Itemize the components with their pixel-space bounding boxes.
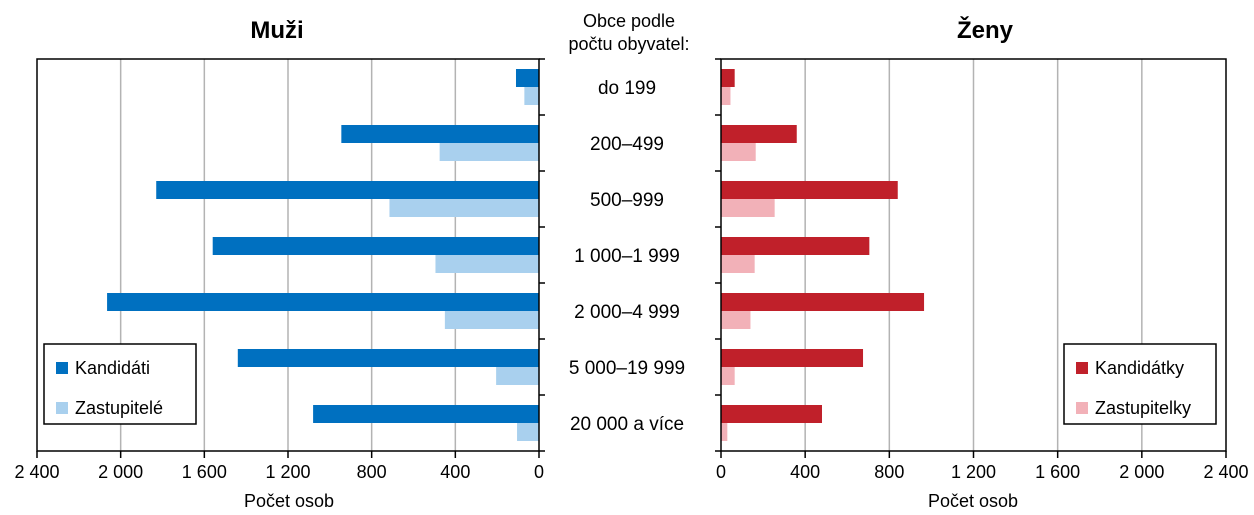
women-bar-kandidatky-20-000-a-vice — [721, 405, 822, 423]
men-legend-label-zastupitele: Zastupitelé — [75, 398, 163, 418]
women-bar-zastupitelky-1-000-1-999 — [721, 255, 755, 273]
men-bar-kandidati-20-000-a-vice — [313, 405, 539, 423]
women-x-tick-label: 0 — [716, 462, 726, 482]
women-bar-kandidatky-5-000-19-999 — [721, 349, 864, 367]
men-bar-zastupitele-do-199 — [524, 87, 539, 105]
men-x-tick-label: 0 — [534, 462, 544, 482]
men-bar-zastupitele-5-000-19-999 — [496, 367, 539, 385]
women-bar-kandidatky-500-999 — [721, 181, 898, 199]
women-bar-zastupitelky-do-199 — [721, 87, 731, 105]
women-chart-panel: Ženy 0 400 800 1 200 1 600 2 000 2 400 Počet oso… — [715, 16, 1249, 511]
men-legend: Kandidáti Zastupitelé — [43, 343, 197, 425]
category-label-200-499: 200–499 — [590, 134, 664, 155]
men-x-tick-label: 2 400 — [14, 462, 59, 482]
men-legend-swatch-zastupitele — [56, 402, 68, 414]
women-chart-title: Ženy — [957, 16, 1014, 44]
category-label-5-000-19-999: 5 000–19 999 — [569, 358, 685, 379]
men-legend-label-kandidati: Kandidáti — [75, 358, 150, 378]
category-axis-center: Obce podle počtu obyvatel: do 199 200–499… — [568, 11, 689, 435]
women-x-axis-label: Počet osob — [928, 491, 1018, 511]
category-label-20-000-a-vice: 20 000 a více — [570, 414, 684, 435]
women-x-tick-label: 2 000 — [1119, 462, 1164, 482]
women-x-tick-label: 400 — [790, 462, 820, 482]
men-chart-title: Muži — [250, 17, 303, 44]
men-legend-box — [43, 343, 197, 425]
men-x-tick-label: 1 600 — [182, 462, 227, 482]
women-x-tick-label: 1 200 — [951, 462, 996, 482]
category-label-500-999: 500–999 — [590, 190, 664, 211]
women-x-tick-label: 1 600 — [1035, 462, 1080, 482]
women-bar-zastupitelky-5-000-19-999 — [721, 367, 735, 385]
women-bar-zastupitelky-20-000-a-vice — [721, 423, 728, 441]
men-x-tick-label: 1 200 — [265, 462, 310, 482]
men-x-tick-label: 2 000 — [98, 462, 143, 482]
women-bar-zastupitelky-500-999 — [721, 199, 775, 217]
men-bar-zastupitele-200-499 — [439, 143, 539, 161]
category-label-2-000-4-999: 2 000–4 999 — [574, 302, 680, 323]
men-chart-panel: Muži 0 400 800 1 200 1 600 2 000 2 400 Počet oso… — [14, 17, 545, 511]
women-x-tick-label: 2 400 — [1203, 462, 1248, 482]
men-bar-zastupitele-1-000-1-999 — [435, 255, 539, 273]
men-bar-kandidati-2-000-4-999 — [107, 293, 539, 311]
center-header-line2: počtu obyvatel: — [568, 34, 689, 54]
women-bar-zastupitelky-200-499 — [721, 143, 756, 161]
men-x-tick-label: 800 — [357, 462, 387, 482]
men-bar-kandidati-1-000-1-999 — [212, 237, 539, 255]
women-legend: Kandidátky Zastupitelky — [1063, 343, 1217, 425]
women-bar-kandidatky-2-000-4-999 — [721, 293, 925, 311]
women-x-tick-label: 800 — [874, 462, 904, 482]
women-legend-label-kandidatky: Kandidátky — [1095, 358, 1184, 378]
men-x-axis-label: Počet osob — [244, 491, 334, 511]
women-legend-box — [1063, 343, 1217, 425]
women-legend-swatch-zastupitelky — [1076, 402, 1088, 414]
men-bar-zastupitele-2-000-4-999 — [444, 311, 539, 329]
category-label-1-000-1-999: 1 000–1 999 — [574, 246, 680, 267]
women-bar-kandidatky-do-199 — [721, 69, 735, 87]
men-bar-zastupitele-20-000-a-vice — [517, 423, 539, 441]
men-bar-zastupitele-500-999 — [389, 199, 539, 217]
women-bar-kandidatky-200-499 — [721, 125, 797, 143]
women-bar-zastupitelky-2-000-4-999 — [721, 311, 751, 329]
men-legend-swatch-kandidati — [56, 362, 68, 374]
women-bar-kandidatky-1-000-1-999 — [721, 237, 870, 255]
women-legend-swatch-kandidatky — [1076, 362, 1088, 374]
men-bar-kandidati-200-499 — [341, 125, 539, 143]
men-bar-kandidati-500-999 — [156, 181, 539, 199]
men-bar-kandidati-do-199 — [515, 69, 539, 87]
men-bar-kandidati-5-000-19-999 — [237, 349, 540, 367]
center-header-line1: Obce podle — [583, 11, 675, 31]
men-x-tick-label: 400 — [440, 462, 470, 482]
women-legend-label-zastupitelky: Zastupitelky — [1095, 398, 1191, 418]
category-label-do-199: do 199 — [598, 78, 656, 99]
